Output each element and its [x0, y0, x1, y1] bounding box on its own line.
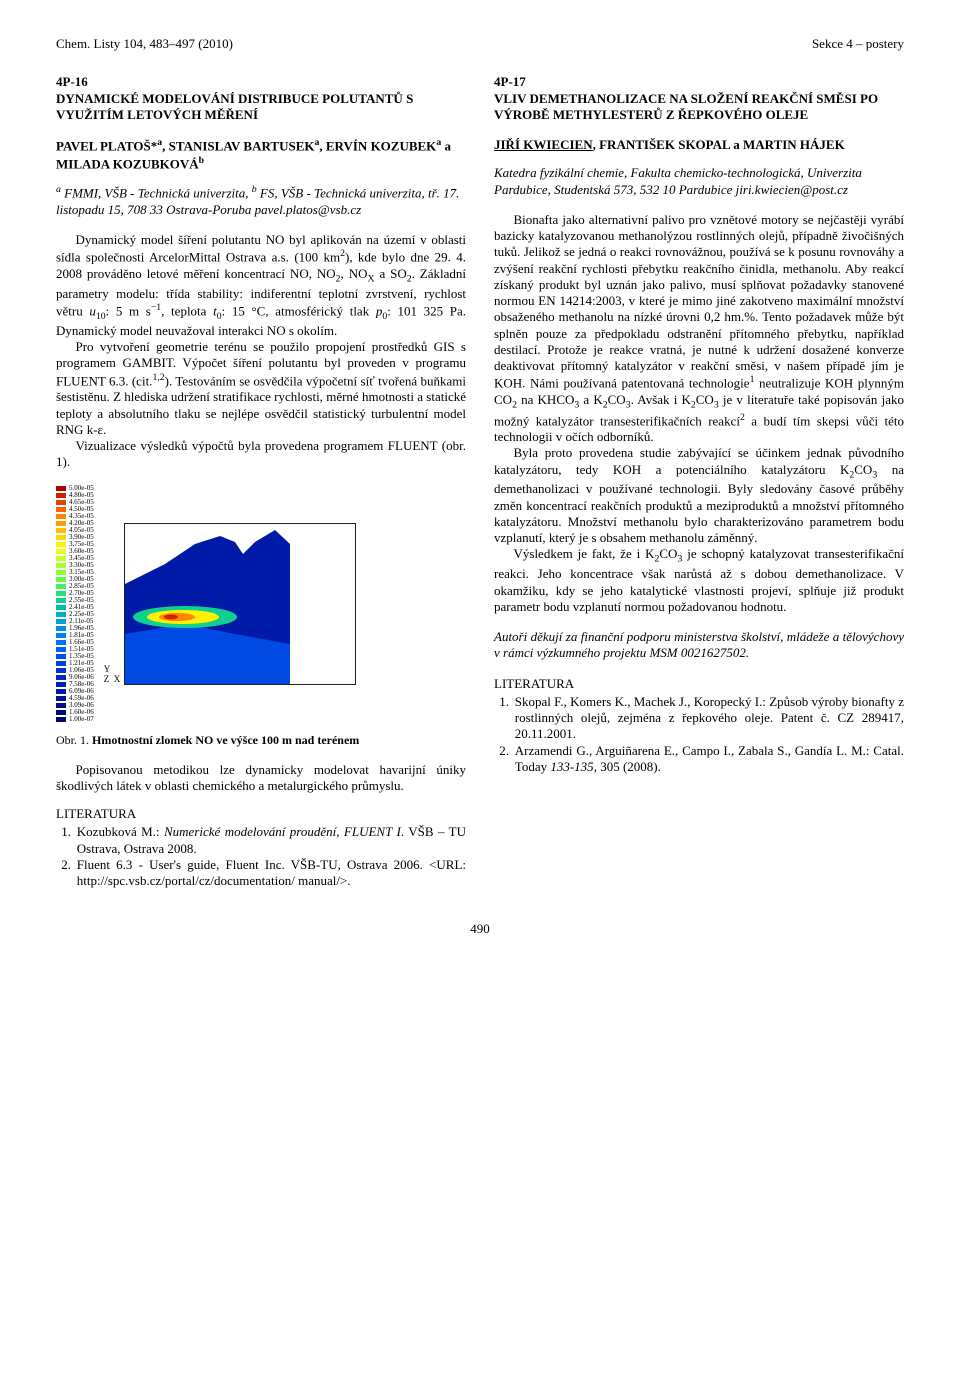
scale-swatch: [56, 682, 66, 687]
scale-swatch: [56, 605, 66, 610]
figure-caption: Obr. 1. Hmotnostní zlomek NO ve výšce 10…: [56, 733, 466, 748]
running-head: Chem. Listy 104, 483–497 (2010) Sekce 4 …: [56, 36, 904, 52]
authors: PAVEL PLATOŠ*a, STANISLAV BARTUSEKa, ERV…: [56, 137, 466, 172]
page-number: 490: [56, 921, 904, 937]
color-scale: 5.00e-054.80e-054.65e-054.50e-054.35e-05…: [56, 485, 94, 723]
scale-swatch: [56, 710, 66, 715]
running-head-right: Sekce 4 – postery: [812, 36, 904, 52]
scale-swatch: [56, 563, 66, 568]
scale-swatch: [56, 500, 66, 505]
acknowledgement: Autoři děkují za finanční podporu minist…: [494, 629, 904, 662]
body-paragraphs: Dynamický model šíření polutantu NO byl …: [56, 232, 466, 471]
scale-swatch: [56, 668, 66, 673]
axis-z: Z: [104, 674, 110, 684]
scale-swatch: [56, 577, 66, 582]
scale-swatch: [56, 703, 66, 708]
paragraph: Byla proto provedena studie zabývající s…: [494, 445, 904, 546]
scale-swatch: [56, 675, 66, 680]
left-column: 4P-16 DYNAMICKÉ MODELOVÁNÍ DISTRIBUCE PO…: [56, 74, 466, 889]
scale-row: 1.00e-07: [56, 716, 94, 723]
running-head-left: Chem. Listy 104, 483–497 (2010): [56, 36, 233, 52]
paragraph: Bionafta jako alternativní palivo pro vz…: [494, 212, 904, 446]
article-id: 4P-17: [494, 74, 904, 90]
axis-x: X: [114, 674, 121, 684]
literature-heading: LITERATURA: [56, 806, 466, 822]
caption-text: Hmotnostní zlomek NO ve výšce 100 m nad …: [92, 733, 359, 747]
axes-labels: Y Z X: [104, 665, 121, 685]
scale-swatch: [56, 570, 66, 575]
figure-legend-row: 5.00e-054.80e-054.65e-054.50e-054.35e-05…: [56, 485, 466, 723]
scale-swatch: [56, 598, 66, 603]
scale-label: 1.00e-07: [69, 716, 94, 723]
scale-swatch: [56, 549, 66, 554]
columns: 4P-16 DYNAMICKÉ MODELOVÁNÍ DISTRIBUCE PO…: [56, 74, 904, 889]
scale-swatch: [56, 584, 66, 589]
scale-swatch: [56, 689, 66, 694]
reference-item: Arzamendi G., Arguiñarena E., Campo I., …: [512, 743, 904, 776]
authors: JIŘÍ KWIECIEN, FRANTIŠEK SKOPAL a MARTIN…: [494, 137, 904, 153]
reference-item: Kozubková M.: Numerické modelování proud…: [74, 824, 466, 857]
scale-swatch: [56, 556, 66, 561]
scale-swatch: [56, 640, 66, 645]
article-title: VLIV DEMETHANOLIZACE NA SLOŽENÍ REAKČNÍ …: [494, 91, 904, 124]
scale-swatch: [56, 654, 66, 659]
affiliation: a FMMI, VŠB - Technická univerzita, b FS…: [56, 184, 466, 218]
figure-1: 5.00e-054.80e-054.65e-054.50e-054.35e-05…: [56, 485, 466, 748]
scale-swatch: [56, 612, 66, 617]
figure-svg: [125, 524, 355, 684]
right-column: 4P-17 VLIV DEMETHANOLIZACE NA SLOŽENÍ RE…: [494, 74, 904, 889]
paragraph: Dynamický model šíření polutantu NO byl …: [56, 232, 466, 339]
scale-swatch: [56, 521, 66, 526]
paragraph: Pro vytvoření geometrie terénu se použil…: [56, 339, 466, 438]
reference-item: Skopal F., Komers K., Machek J., Koropec…: [512, 694, 904, 743]
scale-swatch: [56, 647, 66, 652]
reference-item: Fluent 6.3 - User's guide, Fluent Inc. V…: [74, 857, 466, 890]
references-list: Skopal F., Komers K., Machek J., Koropec…: [494, 694, 904, 775]
scale-swatch: [56, 493, 66, 498]
paragraph: Výsledkem je fakt, že i K2CO3 je schopný…: [494, 546, 904, 615]
caption-lead: Obr. 1.: [56, 733, 92, 747]
article-title: DYNAMICKÉ MODELOVÁNÍ DISTRIBUCE POLUTANT…: [56, 91, 466, 124]
scale-swatch: [56, 717, 66, 722]
page: Chem. Listy 104, 483–497 (2010) Sekce 4 …: [0, 0, 960, 978]
scale-swatch: [56, 514, 66, 519]
literature-heading: LITERATURA: [494, 676, 904, 692]
article-id: 4P-16: [56, 74, 466, 90]
scale-swatch: [56, 535, 66, 540]
scale-swatch: [56, 542, 66, 547]
scale-swatch: [56, 507, 66, 512]
scale-swatch: [56, 661, 66, 666]
scale-swatch: [56, 696, 66, 701]
scale-swatch: [56, 486, 66, 491]
post-figure-paragraph: Popisovanou metodikou lze dynamicky mode…: [56, 762, 466, 795]
scale-swatch: [56, 528, 66, 533]
references-list: Kozubková M.: Numerické modelování proud…: [56, 824, 466, 889]
paragraph: Vizualizace výsledků výpočtů byla proved…: [56, 438, 466, 471]
scale-swatch: [56, 633, 66, 638]
plume-core: [164, 614, 178, 619]
scale-swatch: [56, 591, 66, 596]
body-paragraphs: Bionafta jako alternativní palivo pro vz…: [494, 212, 904, 615]
scale-swatch: [56, 626, 66, 631]
scale-swatch: [56, 619, 66, 624]
figure-plot: [124, 523, 356, 685]
affiliation: Katedra fyzikální chemie, Fakulta chemic…: [494, 165, 904, 198]
